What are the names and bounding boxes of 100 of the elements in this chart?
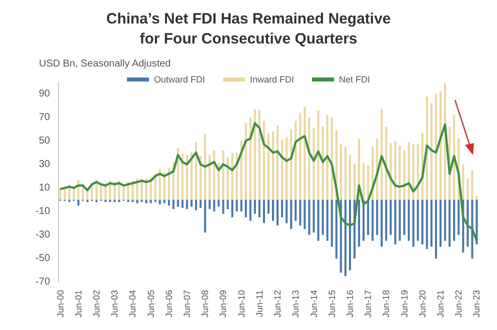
bar xyxy=(136,200,138,204)
bar xyxy=(254,200,256,214)
bar xyxy=(348,200,351,270)
bar xyxy=(466,178,469,200)
y-tick-label: -10 xyxy=(36,206,50,217)
bar xyxy=(249,117,252,200)
bar xyxy=(190,200,193,207)
bar xyxy=(403,200,406,235)
bar xyxy=(222,200,224,214)
bar xyxy=(471,200,474,258)
bar xyxy=(272,200,274,221)
bar xyxy=(426,96,428,200)
bar xyxy=(448,200,451,247)
x-tick-label: Jun-10 xyxy=(236,290,246,318)
bar xyxy=(236,200,238,212)
bar xyxy=(262,120,265,200)
bar xyxy=(412,144,414,200)
x-tick-label: Jun-11 xyxy=(254,290,264,317)
bar xyxy=(398,200,401,241)
x-tick-label: Jun-03 xyxy=(110,290,120,318)
bar xyxy=(240,200,242,212)
bar xyxy=(231,152,234,200)
bar xyxy=(367,200,370,235)
bar xyxy=(408,200,410,241)
bar xyxy=(344,146,346,200)
bar xyxy=(434,200,438,258)
bar xyxy=(326,200,328,241)
y-tick-label: 90 xyxy=(38,88,50,100)
x-tick-label: Jun-21 xyxy=(436,290,446,318)
legend-label: Inward FDI xyxy=(250,74,294,84)
bar xyxy=(168,200,170,206)
x-tick-label: Jun-18 xyxy=(381,290,392,318)
bar xyxy=(176,200,179,207)
bar xyxy=(267,200,270,214)
x-tick-label: Jun-06 xyxy=(164,290,174,318)
y-axis-title: USD Bn, Seasonally Adjusted xyxy=(39,58,171,70)
x-tick-label: Jun-13 xyxy=(290,290,301,318)
bar xyxy=(150,200,152,204)
bar xyxy=(244,200,247,218)
y-tick-label: -70 xyxy=(36,276,50,288)
bar xyxy=(163,172,166,200)
bar xyxy=(222,150,224,200)
bar xyxy=(476,196,478,200)
x-tick-label: Jun-09 xyxy=(218,290,228,318)
bar xyxy=(466,200,469,247)
bar xyxy=(181,200,184,208)
bar xyxy=(312,128,315,200)
bar xyxy=(208,154,211,200)
bar xyxy=(317,200,320,241)
bar xyxy=(249,200,252,221)
bar xyxy=(453,200,456,241)
bar xyxy=(408,142,410,200)
x-tick-label: Jun-08 xyxy=(200,290,210,318)
bar xyxy=(394,200,396,244)
y-tick-label: -50 xyxy=(36,252,50,264)
bar xyxy=(353,164,356,200)
bar xyxy=(200,200,202,208)
bar xyxy=(226,200,229,210)
bar xyxy=(358,200,360,247)
bar xyxy=(299,200,302,226)
bar xyxy=(190,151,193,200)
bar xyxy=(163,200,166,204)
x-tick-label: Jun-12 xyxy=(272,290,283,318)
bar xyxy=(412,200,414,247)
y-tick-label: 30 xyxy=(38,158,50,170)
bar xyxy=(158,200,161,204)
x-tick-label: Jun-16 xyxy=(344,290,355,318)
bar xyxy=(362,163,365,200)
y-tick-label: 70 xyxy=(38,112,50,123)
bar xyxy=(158,169,161,200)
bar xyxy=(330,200,333,247)
bar xyxy=(195,200,198,210)
chart-title: China’s Net FDI Has Remained Negative for Four Consecutive Quarters xyxy=(106,10,391,48)
bar xyxy=(453,114,456,200)
bar xyxy=(186,154,188,200)
x-tick-label: Jun-20 xyxy=(417,290,428,318)
bar xyxy=(208,200,211,210)
bar xyxy=(398,146,401,200)
bar xyxy=(308,200,310,235)
bar xyxy=(403,150,406,200)
bar xyxy=(385,200,388,241)
bar xyxy=(444,200,446,241)
bar xyxy=(426,200,428,250)
bar xyxy=(254,109,256,200)
bar xyxy=(262,200,265,224)
bar xyxy=(416,200,419,241)
bar xyxy=(440,91,442,200)
bar xyxy=(476,200,478,244)
x-tick-label: Jun-23 xyxy=(472,290,482,318)
bar xyxy=(421,200,424,244)
bar xyxy=(380,200,383,247)
bar xyxy=(276,200,279,226)
bar xyxy=(348,154,351,200)
bar xyxy=(322,126,324,200)
bar xyxy=(440,200,442,247)
bar xyxy=(304,106,306,200)
bar xyxy=(267,134,270,200)
bar xyxy=(322,200,324,235)
bar xyxy=(195,142,198,200)
bar xyxy=(372,200,374,241)
